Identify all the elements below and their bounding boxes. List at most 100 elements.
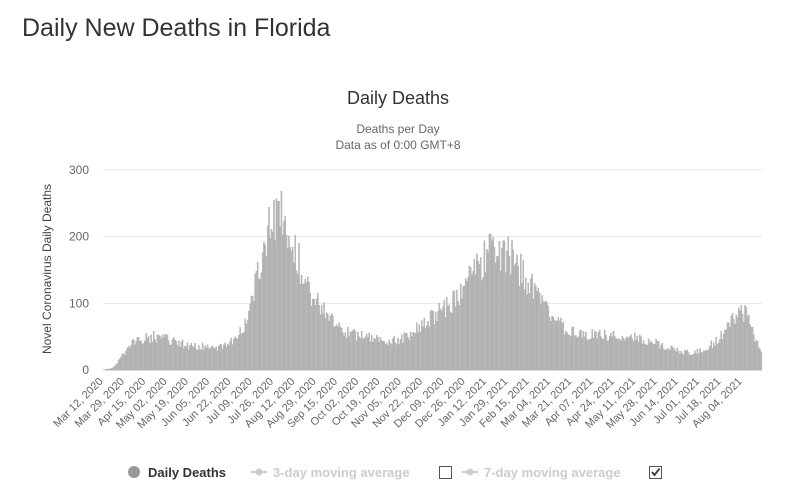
bar-daily-deaths[interactable]	[412, 331, 414, 371]
bar-daily-deaths[interactable]	[404, 333, 407, 371]
bar-daily-deaths[interactable]	[129, 347, 131, 371]
bar-daily-deaths[interactable]	[646, 345, 649, 371]
bar-daily-deaths[interactable]	[664, 349, 666, 371]
bar-daily-deaths[interactable]	[183, 348, 185, 371]
bar-daily-deaths[interactable]	[676, 347, 679, 371]
bar-daily-deaths[interactable]	[353, 329, 355, 371]
bar-daily-deaths[interactable]	[523, 289, 526, 371]
bar-daily-deaths[interactable]	[406, 333, 408, 371]
bar-daily-deaths[interactable]	[352, 330, 354, 371]
bar-daily-deaths[interactable]	[585, 331, 587, 371]
bar-daily-deaths[interactable]	[109, 368, 111, 371]
bar-daily-deaths[interactable]	[151, 341, 154, 371]
bar-daily-deaths[interactable]	[439, 309, 442, 371]
bar-daily-deaths[interactable]	[694, 350, 696, 371]
bar-daily-deaths[interactable]	[431, 309, 433, 371]
bar-daily-deaths[interactable]	[382, 341, 384, 371]
bar-daily-deaths[interactable]	[637, 341, 640, 371]
bar-daily-deaths[interactable]	[225, 347, 228, 371]
bar-daily-deaths[interactable]	[344, 332, 347, 371]
bar-daily-deaths[interactable]	[318, 305, 320, 371]
bar-series-daily-deaths[interactable]	[105, 191, 763, 371]
legend-item-3-day-moving-average[interactable]: 3-day moving average	[251, 465, 410, 480]
bar-daily-deaths[interactable]	[411, 336, 413, 371]
bar-daily-deaths[interactable]	[117, 359, 120, 371]
bar-daily-deaths[interactable]	[179, 347, 181, 371]
bar-daily-deaths[interactable]	[513, 265, 516, 371]
bar-daily-deaths[interactable]	[533, 283, 536, 371]
bar-daily-deaths[interactable]	[605, 335, 607, 371]
bar-daily-deaths[interactable]	[256, 261, 259, 371]
bar-daily-deaths[interactable]	[512, 249, 514, 371]
bar-daily-deaths[interactable]	[265, 255, 268, 371]
bar-daily-deaths[interactable]	[467, 277, 469, 371]
bar-daily-deaths[interactable]	[565, 331, 567, 371]
bar-daily-deaths[interactable]	[448, 304, 451, 371]
bar-daily-deaths[interactable]	[701, 352, 704, 371]
bar-daily-deaths[interactable]	[590, 338, 592, 371]
bar-daily-deaths[interactable]	[689, 355, 691, 371]
bar-daily-deaths[interactable]	[483, 240, 486, 371]
bar-daily-deaths[interactable]	[184, 345, 186, 371]
bar-daily-deaths[interactable]	[691, 354, 694, 371]
bar-daily-deaths[interactable]	[537, 287, 540, 371]
bar-daily-deaths[interactable]	[339, 326, 342, 371]
bar-daily-deaths[interactable]	[456, 289, 458, 371]
bar-daily-deaths[interactable]	[684, 349, 686, 371]
bar-daily-deaths[interactable]	[570, 336, 572, 371]
bar-daily-deaths[interactable]	[498, 241, 501, 371]
bar-daily-deaths[interactable]	[671, 346, 674, 371]
bar-daily-deaths[interactable]	[394, 342, 397, 371]
bar-daily-deaths[interactable]	[429, 311, 432, 371]
bar-daily-deaths[interactable]	[444, 317, 447, 371]
bar-daily-deaths[interactable]	[302, 283, 304, 371]
bar-daily-deaths[interactable]	[674, 349, 676, 371]
bar-daily-deaths[interactable]	[699, 348, 701, 371]
bar-daily-deaths[interactable]	[709, 345, 711, 371]
bar-daily-deaths[interactable]	[496, 255, 498, 371]
bar-daily-deaths[interactable]	[489, 233, 492, 371]
bar-daily-deaths[interactable]	[243, 332, 245, 371]
bar-daily-deaths[interactable]	[238, 335, 240, 371]
bar-daily-deaths[interactable]	[557, 317, 560, 371]
bar-daily-deaths[interactable]	[632, 341, 635, 371]
bar-daily-deaths[interactable]	[518, 285, 521, 371]
bar-daily-deaths[interactable]	[408, 339, 411, 371]
bar-daily-deaths[interactable]	[300, 275, 303, 371]
bar-daily-deaths[interactable]	[686, 349, 689, 371]
bar-daily-deaths[interactable]	[707, 349, 710, 371]
bar-daily-deaths[interactable]	[457, 301, 459, 371]
bar-daily-deaths[interactable]	[274, 240, 276, 371]
bar-daily-deaths[interactable]	[714, 345, 716, 371]
bar-daily-deaths[interactable]	[566, 332, 568, 371]
bar-daily-deaths[interactable]	[280, 191, 283, 371]
bar-daily-deaths[interactable]	[367, 337, 369, 371]
bar-daily-deaths[interactable]	[575, 335, 577, 371]
bar-daily-deaths[interactable]	[135, 341, 137, 371]
bar-daily-deaths[interactable]	[472, 271, 474, 371]
bar-daily-deaths[interactable]	[667, 348, 670, 371]
bar-daily-deaths[interactable]	[319, 314, 322, 371]
bar-daily-deaths[interactable]	[374, 339, 377, 371]
bar-daily-deaths[interactable]	[433, 324, 436, 371]
bar-daily-deaths[interactable]	[142, 343, 145, 371]
bar-daily-deaths[interactable]	[558, 320, 561, 371]
bar-daily-deaths[interactable]	[434, 311, 437, 371]
bar-daily-deaths[interactable]	[726, 322, 729, 371]
bar-daily-deaths[interactable]	[649, 343, 651, 371]
bar-daily-deaths[interactable]	[126, 347, 129, 371]
bar-daily-deaths[interactable]	[721, 339, 724, 371]
bar-daily-deaths[interactable]	[582, 331, 585, 371]
bar-daily-deaths[interactable]	[700, 351, 702, 371]
bar-daily-deaths[interactable]	[276, 201, 279, 371]
bar-daily-deaths[interactable]	[258, 278, 260, 371]
bar-daily-deaths[interactable]	[264, 244, 266, 371]
bar-daily-deaths[interactable]	[715, 337, 717, 371]
bar-daily-deaths[interactable]	[547, 305, 550, 371]
bar-daily-deaths[interactable]	[251, 295, 254, 371]
bar-daily-deaths[interactable]	[307, 276, 309, 371]
bar-daily-deaths[interactable]	[749, 324, 751, 371]
bar-daily-deaths[interactable]	[607, 340, 610, 371]
bar-daily-deaths[interactable]	[275, 198, 278, 371]
bar-daily-deaths[interactable]	[261, 252, 264, 371]
